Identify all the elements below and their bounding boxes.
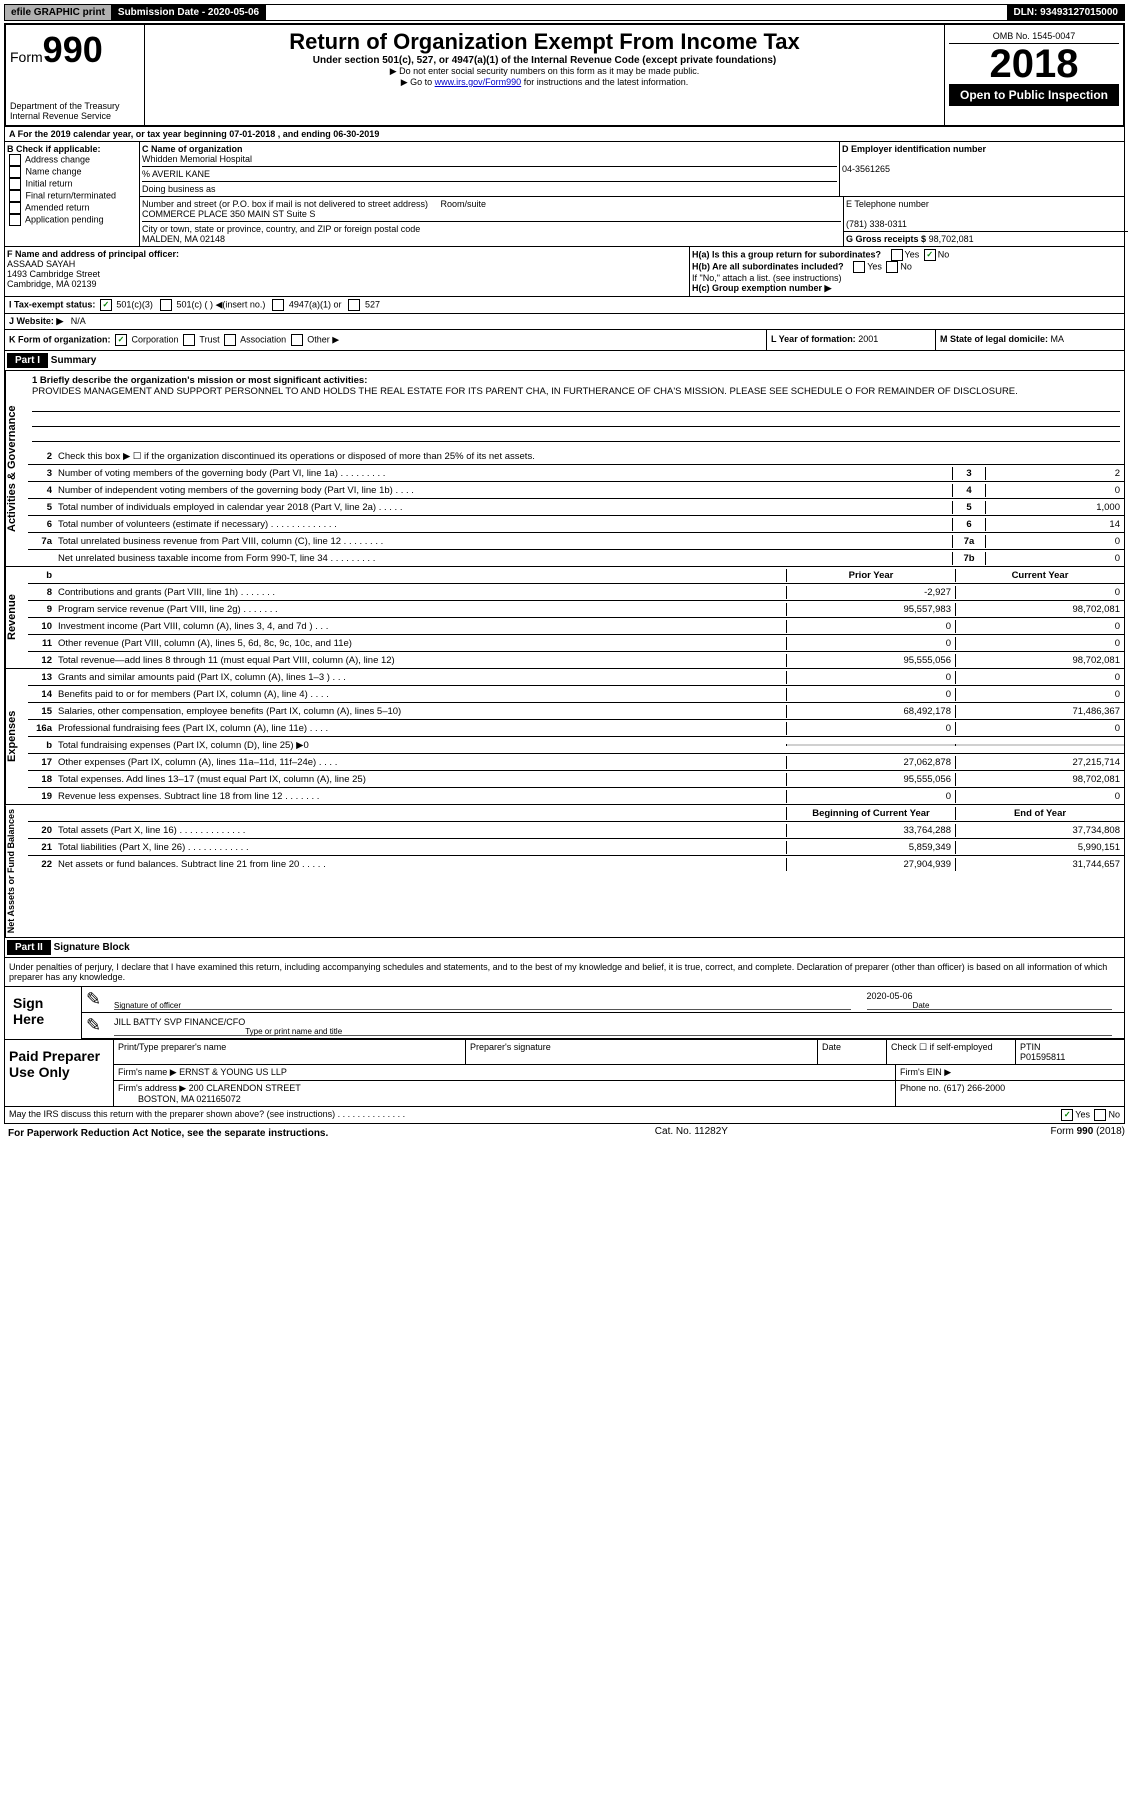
table-row: bTotal fundraising expenses (Part IX, co… <box>28 737 1124 754</box>
checkbox-amended[interactable] <box>9 202 21 214</box>
dept-treasury: Department of the Treasury <box>10 101 140 111</box>
part1-header-row: Part I Summary <box>4 351 1125 371</box>
column-f-officer: F Name and address of principal officer:… <box>5 247 690 296</box>
table-row: 9Program service revenue (Part VIII, lin… <box>28 601 1124 618</box>
table-row: Net unrelated business taxable income fr… <box>28 550 1124 566</box>
checkbox-final[interactable] <box>9 190 21 202</box>
table-row: 5Total number of individuals employed in… <box>28 499 1124 516</box>
expenses-section: Expenses 13Grants and similar amounts pa… <box>4 669 1125 805</box>
row-a-calendar-year: A For the 2019 calendar year, or tax yea… <box>4 127 1125 142</box>
table-row: 15Salaries, other compensation, employee… <box>28 703 1124 720</box>
table-row: 3Number of voting members of the governi… <box>28 465 1124 482</box>
paperwork-note: For Paperwork Reduction Act Notice, see … <box>4 1126 332 1141</box>
efile-label[interactable]: efile GRAPHIC print <box>5 5 112 20</box>
part2-label: Part II <box>7 940 51 955</box>
revenue-tab: Revenue <box>5 567 28 668</box>
table-row: 6Total number of volunteers (estimate if… <box>28 516 1124 533</box>
table-row: 12Total revenue—add lines 8 through 11 (… <box>28 652 1124 668</box>
mission-box: 1 Briefly describe the organization's mi… <box>28 371 1124 448</box>
column-g-receipts: G Gross receipts $ 98,702,081 <box>844 231 1128 246</box>
top-bar: efile GRAPHIC print Submission Date - 20… <box>4 4 1125 21</box>
submission-date: Submission Date - 2020-05-06 <box>112 5 266 20</box>
table-row: 21Total liabilities (Part X, line 26) . … <box>28 839 1124 856</box>
table-row: 19Revenue less expenses. Subtract line 1… <box>28 788 1124 804</box>
year-formation: L Year of formation: 2001 <box>767 330 936 350</box>
irs-link[interactable]: www.irs.gov/Form990 <box>435 77 522 87</box>
part2-header-row: Part II Signature Block <box>4 938 1125 958</box>
address-block: Number and street (or P.O. box if mail i… <box>140 197 844 246</box>
public-inspection: Open to Public Inspection <box>949 84 1119 106</box>
dln: DLN: 93493127015000 <box>1007 5 1124 20</box>
preparer-label: Paid Preparer Use Only <box>5 1040 114 1106</box>
preparer-section: Paid Preparer Use Only Print/Type prepar… <box>4 1040 1125 1107</box>
netassets-section: Net Assets or Fund Balances Beginning of… <box>4 805 1125 938</box>
cat-no: Cat. No. 11282Y <box>332 1126 1050 1141</box>
state-domicile: M State of legal domicile: MA <box>936 330 1124 350</box>
table-row: 18Total expenses. Add lines 13–17 (must … <box>28 771 1124 788</box>
signature-section: Under penalties of perjury, I declare th… <box>4 958 1125 1040</box>
form-org: K Form of organization: Corporation Trus… <box>5 330 767 350</box>
column-c-name: C Name of organization Whidden Memorial … <box>140 142 840 196</box>
column-e-phone: E Telephone number (781) 338-0311 <box>844 197 1128 231</box>
activities-section: Activities & Governance 1 Briefly descri… <box>4 371 1125 567</box>
activities-tab: Activities & Governance <box>5 371 28 566</box>
form-title: Return of Organization Exempt From Incom… <box>149 29 940 55</box>
column-d-ein: D Employer identification number 04-3561… <box>840 142 1124 196</box>
irs-label: Internal Revenue Service <box>10 111 140 121</box>
table-row: 20Total assets (Part X, line 16) . . . .… <box>28 822 1124 839</box>
discuss-row: May the IRS discuss this return with the… <box>4 1107 1125 1124</box>
netassets-tab: Net Assets or Fund Balances <box>5 805 28 937</box>
link-note: ▶ Go to www.irs.gov/Form990 for instruct… <box>149 77 940 88</box>
table-row: 16aProfessional fundraising fees (Part I… <box>28 720 1124 737</box>
checkbox-pending[interactable] <box>9 214 21 226</box>
tax-exempt-row: I Tax-exempt status: 501(c)(3) 501(c) ( … <box>4 297 1125 314</box>
form-header: Form990 Department of the Treasury Inter… <box>4 23 1125 127</box>
section-fh: F Name and address of principal officer:… <box>4 247 1125 297</box>
form-subtitle: Under section 501(c), 527, or 4947(a)(1)… <box>149 55 940 66</box>
table-row: 14Benefits paid to or for members (Part … <box>28 686 1124 703</box>
column-b: B Check if applicable: Address change Na… <box>5 142 140 246</box>
form-footer: Form 990 (2018) <box>1051 1126 1126 1141</box>
column-h-group: H(a) Is this a group return for subordin… <box>690 247 1124 296</box>
form-number: Form990 <box>10 29 140 71</box>
ssn-note: ▶ Do not enter social security numbers o… <box>149 66 940 77</box>
table-row: 22Net assets or fund balances. Subtract … <box>28 856 1124 872</box>
tax-year: 2018 <box>949 44 1119 84</box>
table-row: 7aTotal unrelated business revenue from … <box>28 533 1124 550</box>
checkbox-501c3[interactable] <box>100 299 112 311</box>
table-row: 10Investment income (Part VIII, column (… <box>28 618 1124 635</box>
checkbox-initial[interactable] <box>9 178 21 190</box>
revenue-section: Revenue b Prior Year Current Year 8Contr… <box>4 567 1125 669</box>
table-row: 8Contributions and grants (Part VIII, li… <box>28 584 1124 601</box>
table-row: 11Other revenue (Part VIII, column (A), … <box>28 635 1124 652</box>
table-row: 17Other expenses (Part IX, column (A), l… <box>28 754 1124 771</box>
row-klm: K Form of organization: Corporation Trus… <box>4 330 1125 351</box>
table-row: 13Grants and similar amounts paid (Part … <box>28 669 1124 686</box>
expenses-tab: Expenses <box>5 669 28 804</box>
section-bcd: B Check if applicable: Address change Na… <box>4 142 1125 247</box>
table-row: 4Number of independent voting members of… <box>28 482 1124 499</box>
checkbox-addr[interactable] <box>9 154 21 166</box>
website-row: J Website: ▶ N/A <box>4 314 1125 330</box>
sign-here-label: Sign Here <box>5 987 82 1039</box>
part1-label: Part I <box>7 353 48 368</box>
checkbox-name[interactable] <box>9 166 21 178</box>
